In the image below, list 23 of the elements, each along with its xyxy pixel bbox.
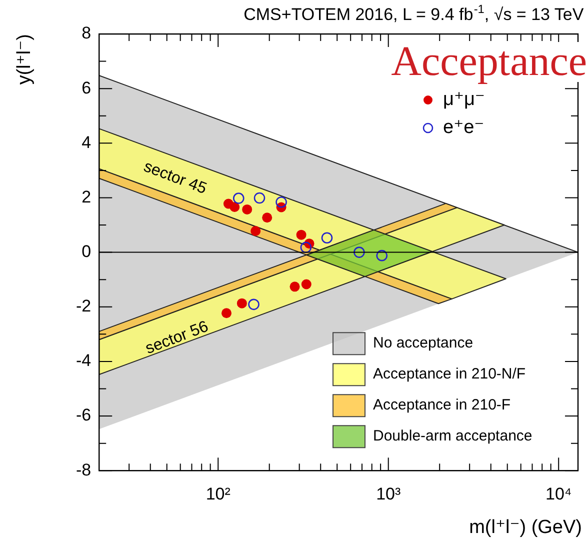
y-tick-label: 2 (82, 187, 92, 206)
y-tick-label: -6 (76, 406, 92, 425)
legend-label: Acceptance in 210-F (373, 396, 511, 414)
legend-label: e⁺e⁻ (443, 117, 484, 138)
y-tick-label: 0 (82, 242, 92, 261)
y-tick-label: 8 (82, 24, 92, 43)
legend-label: μ⁺μ⁻ (443, 89, 485, 110)
legend-label: Acceptance in 210-N/F (373, 366, 526, 383)
y-axis-title: y(l⁺l⁻) (14, 34, 35, 85)
x-tick-label: 10⁴ (545, 484, 572, 504)
x-tick-label: 10³ (376, 484, 401, 504)
y-tick-label: 6 (82, 78, 92, 98)
annotation: Acceptance (391, 39, 587, 86)
y-tick-label: 4 (82, 132, 92, 152)
legend-label: Double-arm acceptance (373, 428, 532, 445)
x-axis-title: m(l⁺l⁻) (GeV) (469, 517, 582, 538)
annotation: sector 56 (143, 318, 211, 358)
annotation: sector 45 (141, 158, 209, 198)
y-tick-label: -4 (76, 351, 92, 370)
y-tick-label: -2 (76, 296, 92, 316)
y-tick-label: -8 (76, 460, 92, 480)
x-tick-label: 10² (206, 484, 231, 504)
legend-label: No acceptance (373, 334, 474, 352)
